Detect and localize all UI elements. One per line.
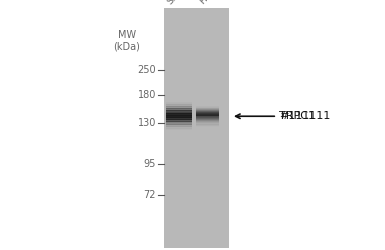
Bar: [164, 8, 229, 248]
Bar: [166, 112, 192, 113]
Bar: [196, 110, 219, 111]
Bar: [166, 115, 192, 116]
Bar: [166, 116, 192, 117]
Bar: [196, 116, 219, 117]
Bar: [196, 109, 219, 110]
Bar: [166, 124, 192, 125]
Bar: [166, 102, 192, 103]
Text: 95: 95: [144, 159, 156, 169]
Text: 180: 180: [137, 90, 156, 100]
Bar: [166, 125, 192, 126]
Bar: [196, 121, 219, 122]
Bar: [166, 128, 192, 129]
Bar: [196, 111, 219, 112]
Bar: [196, 118, 219, 119]
Bar: [166, 111, 192, 112]
Bar: [166, 119, 192, 120]
Bar: [196, 107, 219, 108]
Bar: [166, 127, 192, 128]
Bar: [196, 111, 219, 112]
Bar: [196, 120, 219, 121]
Bar: [196, 114, 219, 115]
Bar: [196, 123, 219, 124]
Bar: [196, 109, 219, 110]
Bar: [166, 108, 192, 110]
Text: 130: 130: [137, 118, 156, 128]
Bar: [196, 121, 219, 122]
Bar: [166, 105, 192, 106]
Bar: [166, 114, 192, 115]
Bar: [166, 114, 192, 116]
Bar: [166, 110, 192, 111]
Bar: [166, 108, 192, 109]
Bar: [196, 125, 219, 126]
Bar: [196, 107, 219, 108]
Bar: [196, 125, 219, 126]
Bar: [196, 112, 219, 113]
Text: #111111: #111111: [279, 111, 330, 121]
Bar: [196, 117, 219, 118]
Bar: [196, 112, 219, 113]
Bar: [166, 129, 192, 130]
Bar: [196, 106, 219, 107]
Bar: [166, 104, 192, 105]
Text: HepG2: HepG2: [198, 0, 226, 6]
Bar: [166, 118, 192, 119]
Bar: [196, 114, 219, 115]
Bar: [166, 109, 192, 110]
Bar: [166, 123, 192, 124]
Bar: [166, 122, 192, 123]
Bar: [166, 110, 192, 112]
Bar: [196, 108, 219, 109]
Bar: [166, 103, 192, 104]
Bar: [166, 113, 192, 114]
Bar: [196, 118, 219, 119]
Bar: [196, 124, 219, 125]
Bar: [166, 106, 192, 107]
Text: MW
(kDa): MW (kDa): [114, 30, 141, 52]
Bar: [196, 113, 219, 114]
Text: 250: 250: [137, 65, 156, 75]
Bar: [196, 122, 219, 123]
Bar: [196, 116, 219, 117]
Bar: [166, 120, 192, 121]
Bar: [166, 121, 192, 122]
Text: SH-SY-5Y: SH-SY-5Y: [166, 0, 201, 6]
Bar: [166, 126, 192, 127]
Bar: [166, 107, 192, 108]
Bar: [196, 119, 219, 120]
Bar: [196, 123, 219, 124]
Bar: [196, 115, 219, 116]
Text: 72: 72: [144, 190, 156, 200]
Text: TRPC1: TRPC1: [279, 111, 315, 121]
Bar: [166, 112, 192, 114]
